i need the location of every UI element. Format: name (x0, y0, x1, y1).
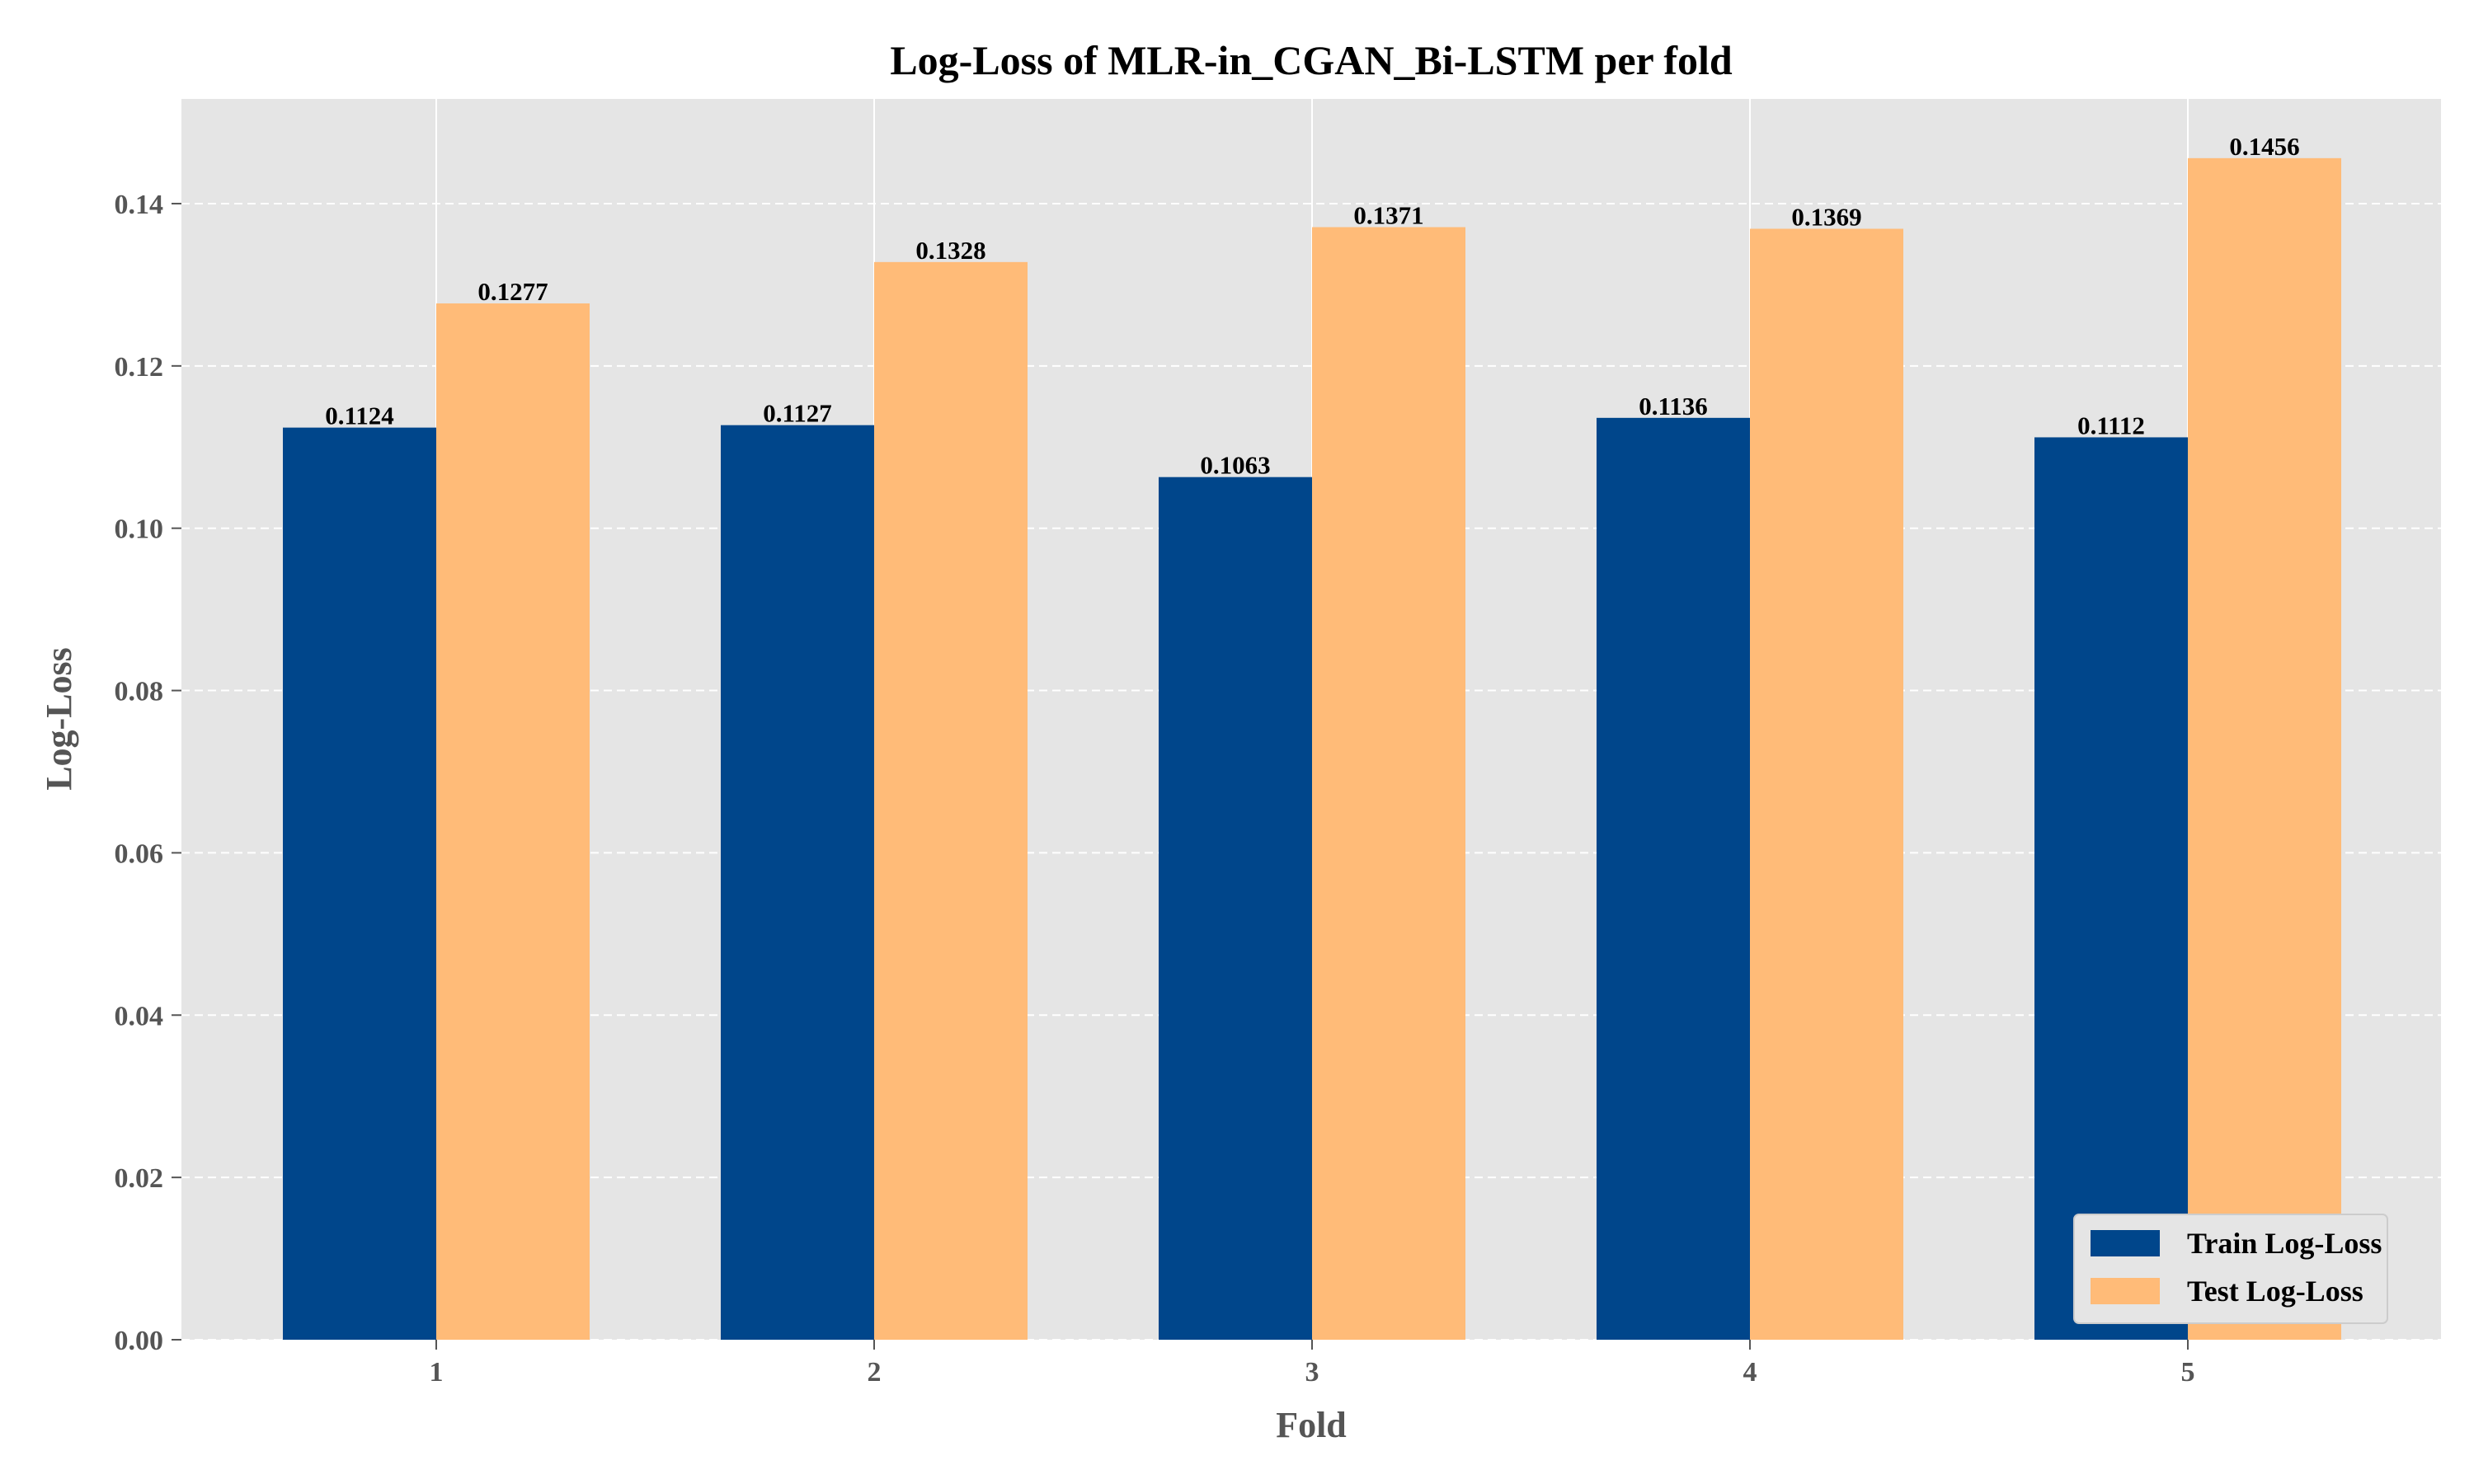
x-tick-label: 5 (2181, 1357, 2195, 1388)
chart-title: Log-Loss of MLR-in_CGAN_Bi-LSTM per fold (890, 37, 1733, 83)
bar-train (1597, 417, 1750, 1340)
legend-swatch-test (2091, 1278, 2160, 1304)
x-axis-label: Fold (1276, 1405, 1347, 1445)
y-axis: 0.00 0.02 0.04 0.06 0.08 0.10 0.12 0.14 (115, 190, 181, 1356)
bar-test (436, 303, 590, 1341)
y-tick-label: 0.08 (115, 677, 164, 707)
data-label-test: 0.1328 (915, 236, 985, 265)
y-tick-label: 0.02 (115, 1163, 164, 1194)
data-labels: 0.1124 0.1127 0.1063 0.1136 0.1112 0.1277 0.13… (325, 132, 2299, 480)
x-tick-label: 4 (1743, 1357, 1757, 1388)
bar-test (874, 261, 1028, 1341)
bars (283, 157, 2341, 1341)
data-label-train: 0.1112 (2077, 411, 2145, 439)
data-label-test: 0.1456 (2229, 132, 2299, 161)
x-axis: 1 2 3 4 5 (430, 1340, 2195, 1388)
legend-label-test: Test Log-Loss (2187, 1275, 2363, 1308)
bar-test (1750, 228, 1903, 1341)
data-label-test: 0.1369 (1791, 202, 1861, 231)
y-axis-label: Log-Loss (39, 647, 79, 791)
legend: Train Log-Loss Test Log-Loss (2073, 1214, 2388, 1324)
data-label-test: 0.1371 (1353, 201, 1423, 230)
bar-test (2188, 157, 2341, 1341)
data-label-test: 0.1277 (477, 277, 548, 306)
y-tick-label: 0.04 (115, 1001, 164, 1031)
y-tick-label: 0.12 (115, 352, 164, 383)
data-label-train: 0.1136 (1639, 392, 1708, 420)
bar-train (2034, 437, 2188, 1340)
x-tick-label: 3 (1305, 1357, 1319, 1388)
bar-train (283, 427, 436, 1341)
bar-train (1159, 477, 1312, 1340)
y-tick-label: 0.06 (115, 838, 164, 869)
legend-label-train: Train Log-Loss (2187, 1227, 2382, 1260)
x-tick-label: 1 (430, 1357, 444, 1388)
y-tick-label: 0.14 (115, 190, 164, 220)
data-label-train: 0.1063 (1200, 451, 1270, 480)
data-label-train: 0.1124 (325, 402, 394, 430)
data-label-train: 0.1127 (763, 399, 832, 428)
y-tick-label: 0.10 (115, 514, 164, 545)
bar-train (721, 425, 874, 1341)
y-tick-label: 0.00 (115, 1326, 164, 1356)
x-tick-label: 2 (868, 1357, 882, 1388)
bar-test (1312, 227, 1465, 1340)
legend-swatch-train (2091, 1230, 2160, 1256)
